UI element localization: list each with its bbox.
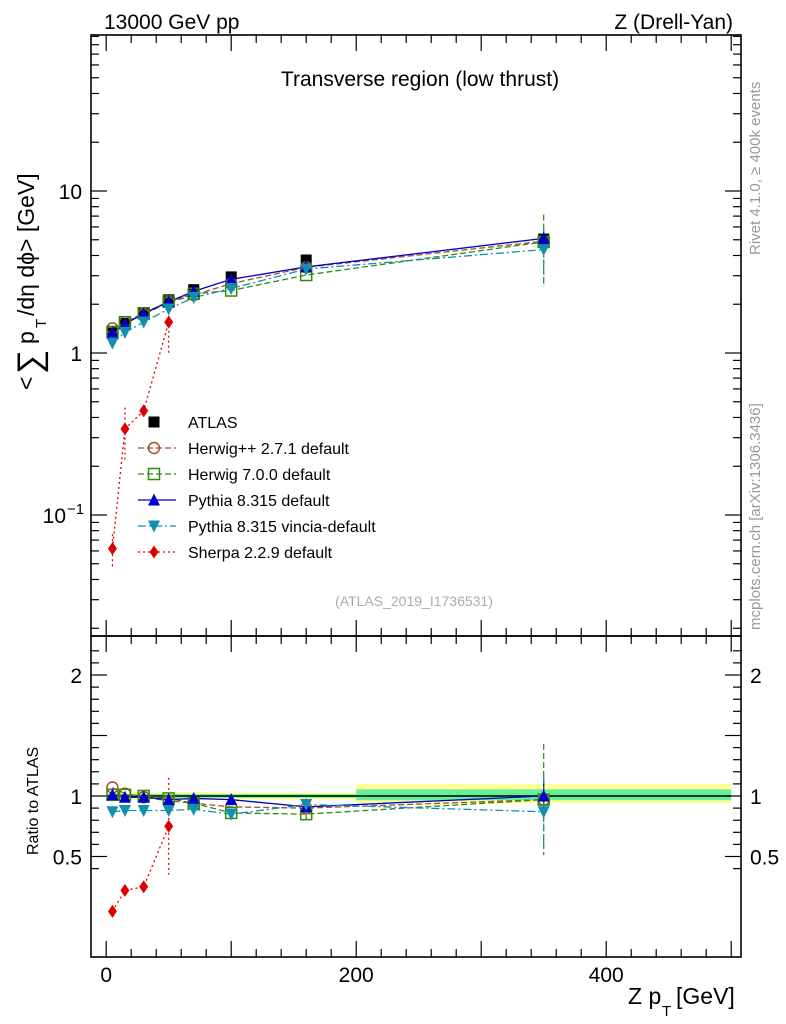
ratio-data-point <box>537 806 550 819</box>
svg-text:[GeV]: [GeV] <box>676 983 735 1009</box>
main-data-point <box>537 244 550 257</box>
main-data-point <box>107 542 117 556</box>
rivet-version-label: Rivet 4.1.0, ≥ 400k events <box>747 82 764 255</box>
main-data-point <box>137 316 150 329</box>
main-data-point <box>300 254 312 266</box>
main-data-point <box>164 315 174 329</box>
ratio-data-point <box>187 791 200 804</box>
ratio-y-tick-label: 2 <box>70 665 82 688</box>
main-data-point <box>106 326 119 339</box>
svg-text:T: T <box>33 319 50 328</box>
legend-label: Herwig 7.0.0 default <box>188 467 331 484</box>
ratio-series-line <box>111 826 170 912</box>
svg-text:p: p <box>13 331 39 344</box>
main-series-line <box>112 240 544 329</box>
main-title: Transverse region (low thrust) <box>281 68 559 91</box>
ratio-y-axis-label: Ratio to ATLAS <box>25 747 42 855</box>
ratio-data-point <box>137 790 150 803</box>
main-series-line <box>112 248 544 344</box>
main-data-point <box>118 317 131 330</box>
ratio-data-point <box>164 819 174 833</box>
ratio-data-point <box>300 798 313 811</box>
main-data-point <box>300 263 313 276</box>
ratio-data-point <box>139 880 149 894</box>
process-label: Z (Drell-Yan) <box>614 11 733 34</box>
legend-label: Pythia 8.315 vincia-default <box>188 519 376 536</box>
ratio-series-group <box>106 743 550 918</box>
ratio-data-point <box>225 808 238 821</box>
main-data-point <box>187 292 200 305</box>
legend-marker <box>148 520 160 533</box>
main-y-tick-label: 1 <box>70 343 82 366</box>
ratio-data-point <box>107 904 117 918</box>
ratio-data-point <box>118 790 131 803</box>
ratio-data-point <box>118 805 131 818</box>
ratio-data-point <box>187 803 200 816</box>
main-y-tick-label: 10 <box>59 181 82 204</box>
ratio-y-tick-label-right: 0.5 <box>750 847 779 870</box>
legend-marker <box>149 545 159 559</box>
legend-label: Herwig++ 2.7.1 default <box>188 441 350 458</box>
ratio-data-point <box>537 789 550 802</box>
legend-marker <box>148 416 160 428</box>
legend-label: ATLAS <box>188 415 238 432</box>
svg-text:T: T <box>662 1003 671 1020</box>
ratio-y-tick-label-right: 2 <box>750 665 762 688</box>
main-y-tick-label: 10 <box>43 505 66 528</box>
ratio-plot-area: 0.5 0.5 1 1 2 2 0 200 400 <box>53 650 779 987</box>
energy-label: 13000 GeV pp <box>104 11 239 34</box>
main-data-point <box>118 326 131 339</box>
main-data-point <box>225 283 238 296</box>
main-data-point <box>225 272 238 285</box>
main-data-point <box>106 337 119 350</box>
x-tick-label: 200 <box>339 964 374 987</box>
ratio-data-point <box>162 793 175 806</box>
legend-label: Sherpa 2.2.9 default <box>188 545 333 562</box>
ratio-y-tick-label: 0.5 <box>53 847 82 870</box>
main-series-line <box>112 241 544 333</box>
ratio-data-point <box>120 883 130 897</box>
legend-marker <box>147 441 161 455</box>
svg-text:/dη dϕ> [GeV]: /dη dϕ> [GeV] <box>13 173 39 316</box>
ratio-data-point <box>137 805 150 818</box>
ratio-series-line <box>112 786 544 809</box>
legend-label: Pythia 8.315 default <box>188 493 330 510</box>
x-tick-label: 0 <box>100 964 112 987</box>
ratio-data-point <box>162 805 175 818</box>
ratio-data-point <box>106 806 119 819</box>
main-data-point <box>120 422 130 436</box>
ratio-y-tick-label-right: 1 <box>750 786 762 809</box>
main-data-point <box>139 404 149 418</box>
ratio-series-line <box>112 794 544 815</box>
analysis-id-label: (ATLAS_2019_I1736531) <box>335 593 493 609</box>
x-tick-label: 400 <box>589 964 624 987</box>
main-y-tick-label-exp: −1 <box>67 501 84 518</box>
ratio-data-point <box>106 788 119 801</box>
ratio-data-point <box>225 793 238 806</box>
legend: ATLAS Herwig++ 2.7.1 default Herwig 7.0.0 … <box>138 415 376 562</box>
main-series-line <box>112 237 544 334</box>
x-axis-label: Z p T [GeV] <box>628 983 735 1020</box>
ratio-series-line <box>112 803 544 815</box>
main-data-point <box>162 303 175 316</box>
legend-marker <box>148 493 160 506</box>
ratio-frame <box>90 635 742 958</box>
main-data-point <box>137 307 150 320</box>
legend-marker <box>147 467 161 481</box>
main-y-axis-label: < ∑ p T /dη dϕ> [GeV] <box>11 173 50 390</box>
svg-text:∑: ∑ <box>11 350 49 374</box>
svg-text:<: < <box>13 377 39 390</box>
mcplots-label: mcplots.cern.ch [arXiv:1306.3436] <box>747 403 764 630</box>
main-series-line <box>111 321 170 549</box>
ratio-y-tick-label: 1 <box>70 786 82 809</box>
svg-text:Z p: Z p <box>628 983 661 1009</box>
main-data-point <box>537 231 550 244</box>
